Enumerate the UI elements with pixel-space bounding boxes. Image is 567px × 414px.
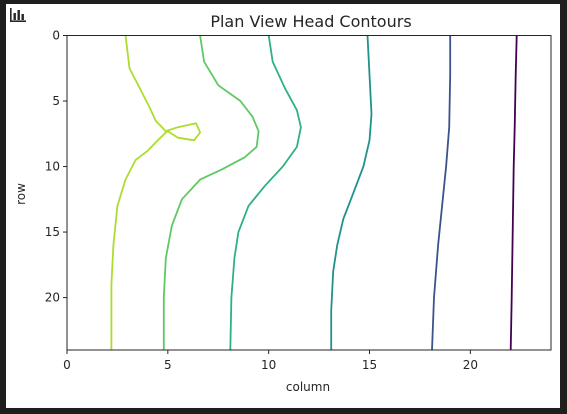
y-tick-label: 10	[45, 160, 60, 174]
y-axis-ticks: 0 5 10 15 20	[45, 29, 67, 305]
x-axis-ticks: 0 5 10 15 20	[63, 350, 478, 372]
contour-line-1	[509, 35, 518, 351]
x-tick-label: 5	[164, 358, 172, 372]
plot-area-border	[66, 35, 552, 351]
y-axis-label: row	[14, 183, 28, 205]
contour-lines	[110, 35, 518, 351]
contour-line-5	[162, 35, 260, 350]
contour-line-3	[330, 35, 373, 350]
y-tick-label: 5	[52, 94, 60, 108]
y-tick-label: 20	[45, 291, 60, 305]
contour-line-6	[110, 35, 202, 350]
contour-line-4	[229, 35, 302, 351]
x-axis-label: column	[286, 380, 330, 394]
figure-frame: Plan View Head Contours 0 5 10 15 20 0 5 10 15 2…	[6, 4, 560, 408]
x-tick-label: 0	[63, 358, 71, 372]
chart-title: Plan View Head Contours	[210, 12, 411, 31]
contour-line-2	[431, 35, 452, 351]
x-tick-label: 10	[261, 358, 276, 372]
y-tick-label: 0	[52, 29, 60, 43]
x-tick-label: 20	[463, 358, 478, 372]
bar-chart-icon[interactable]	[9, 7, 27, 23]
contour-plot: Plan View Head Contours 0 5 10 15 20 0 5 10 15 2…	[14, 12, 552, 394]
x-tick-label: 15	[362, 358, 377, 372]
y-tick-label: 15	[45, 225, 60, 239]
